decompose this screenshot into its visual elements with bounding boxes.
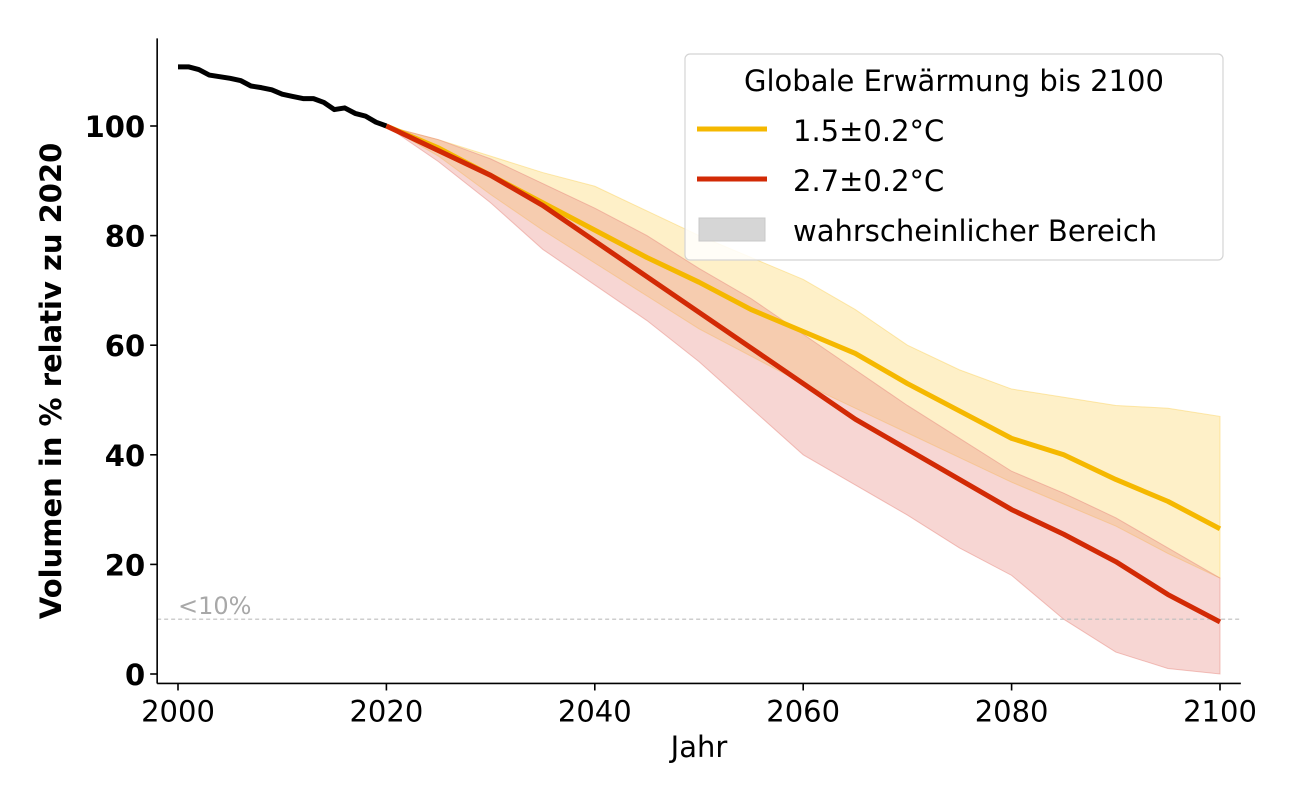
reference-line-group: <10% [157, 592, 1241, 620]
y-tick-label: 80 [105, 220, 145, 254]
y-tick-label: 20 [105, 548, 145, 582]
y-tick-label: 0 [125, 658, 145, 692]
reference-line-label: <10% [178, 592, 251, 620]
y-ticks: 0 20 40 60 80 100 [85, 110, 158, 692]
x-axis-label: Jahr [669, 730, 728, 764]
x-ticks: 2000 2020 2040 2060 2080 2100 [141, 683, 1257, 728]
legend: Globale Erwärmung bis 2100 1.5±0.2°C 2.7… [684, 53, 1224, 261]
y-tick-label: 60 [105, 329, 145, 363]
x-tick-label: 2000 [141, 694, 215, 728]
legend-label-range: wahrscheinlicher Bereich [793, 214, 1157, 248]
legend-label-2-7c: 2.7±0.2°C [793, 164, 944, 198]
series-lines [178, 64, 1222, 625]
x-tick-label: 2020 [349, 694, 423, 728]
x-tick-label: 2100 [1183, 694, 1257, 728]
band-2-7-0-2-c [386, 125, 1221, 675]
line-2-7-0-2-c [385, 123, 1222, 625]
legend-swatch-range [698, 217, 766, 242]
x-tick-label: 2060 [766, 694, 840, 728]
legend-frame [684, 53, 1224, 261]
legend-title: Globale Erwärmung bis 2100 [744, 64, 1164, 98]
y-tick-label: 100 [85, 110, 146, 144]
legend-label-1-5c: 1.5±0.2°C [793, 114, 944, 148]
x-tick-label: 2080 [975, 694, 1049, 728]
x-tick-label: 2040 [558, 694, 632, 728]
line-historisch [178, 64, 388, 129]
y-tick-label: 40 [105, 439, 145, 473]
y-axis-label: Volumen in % relativ zu 2020 [34, 143, 68, 619]
